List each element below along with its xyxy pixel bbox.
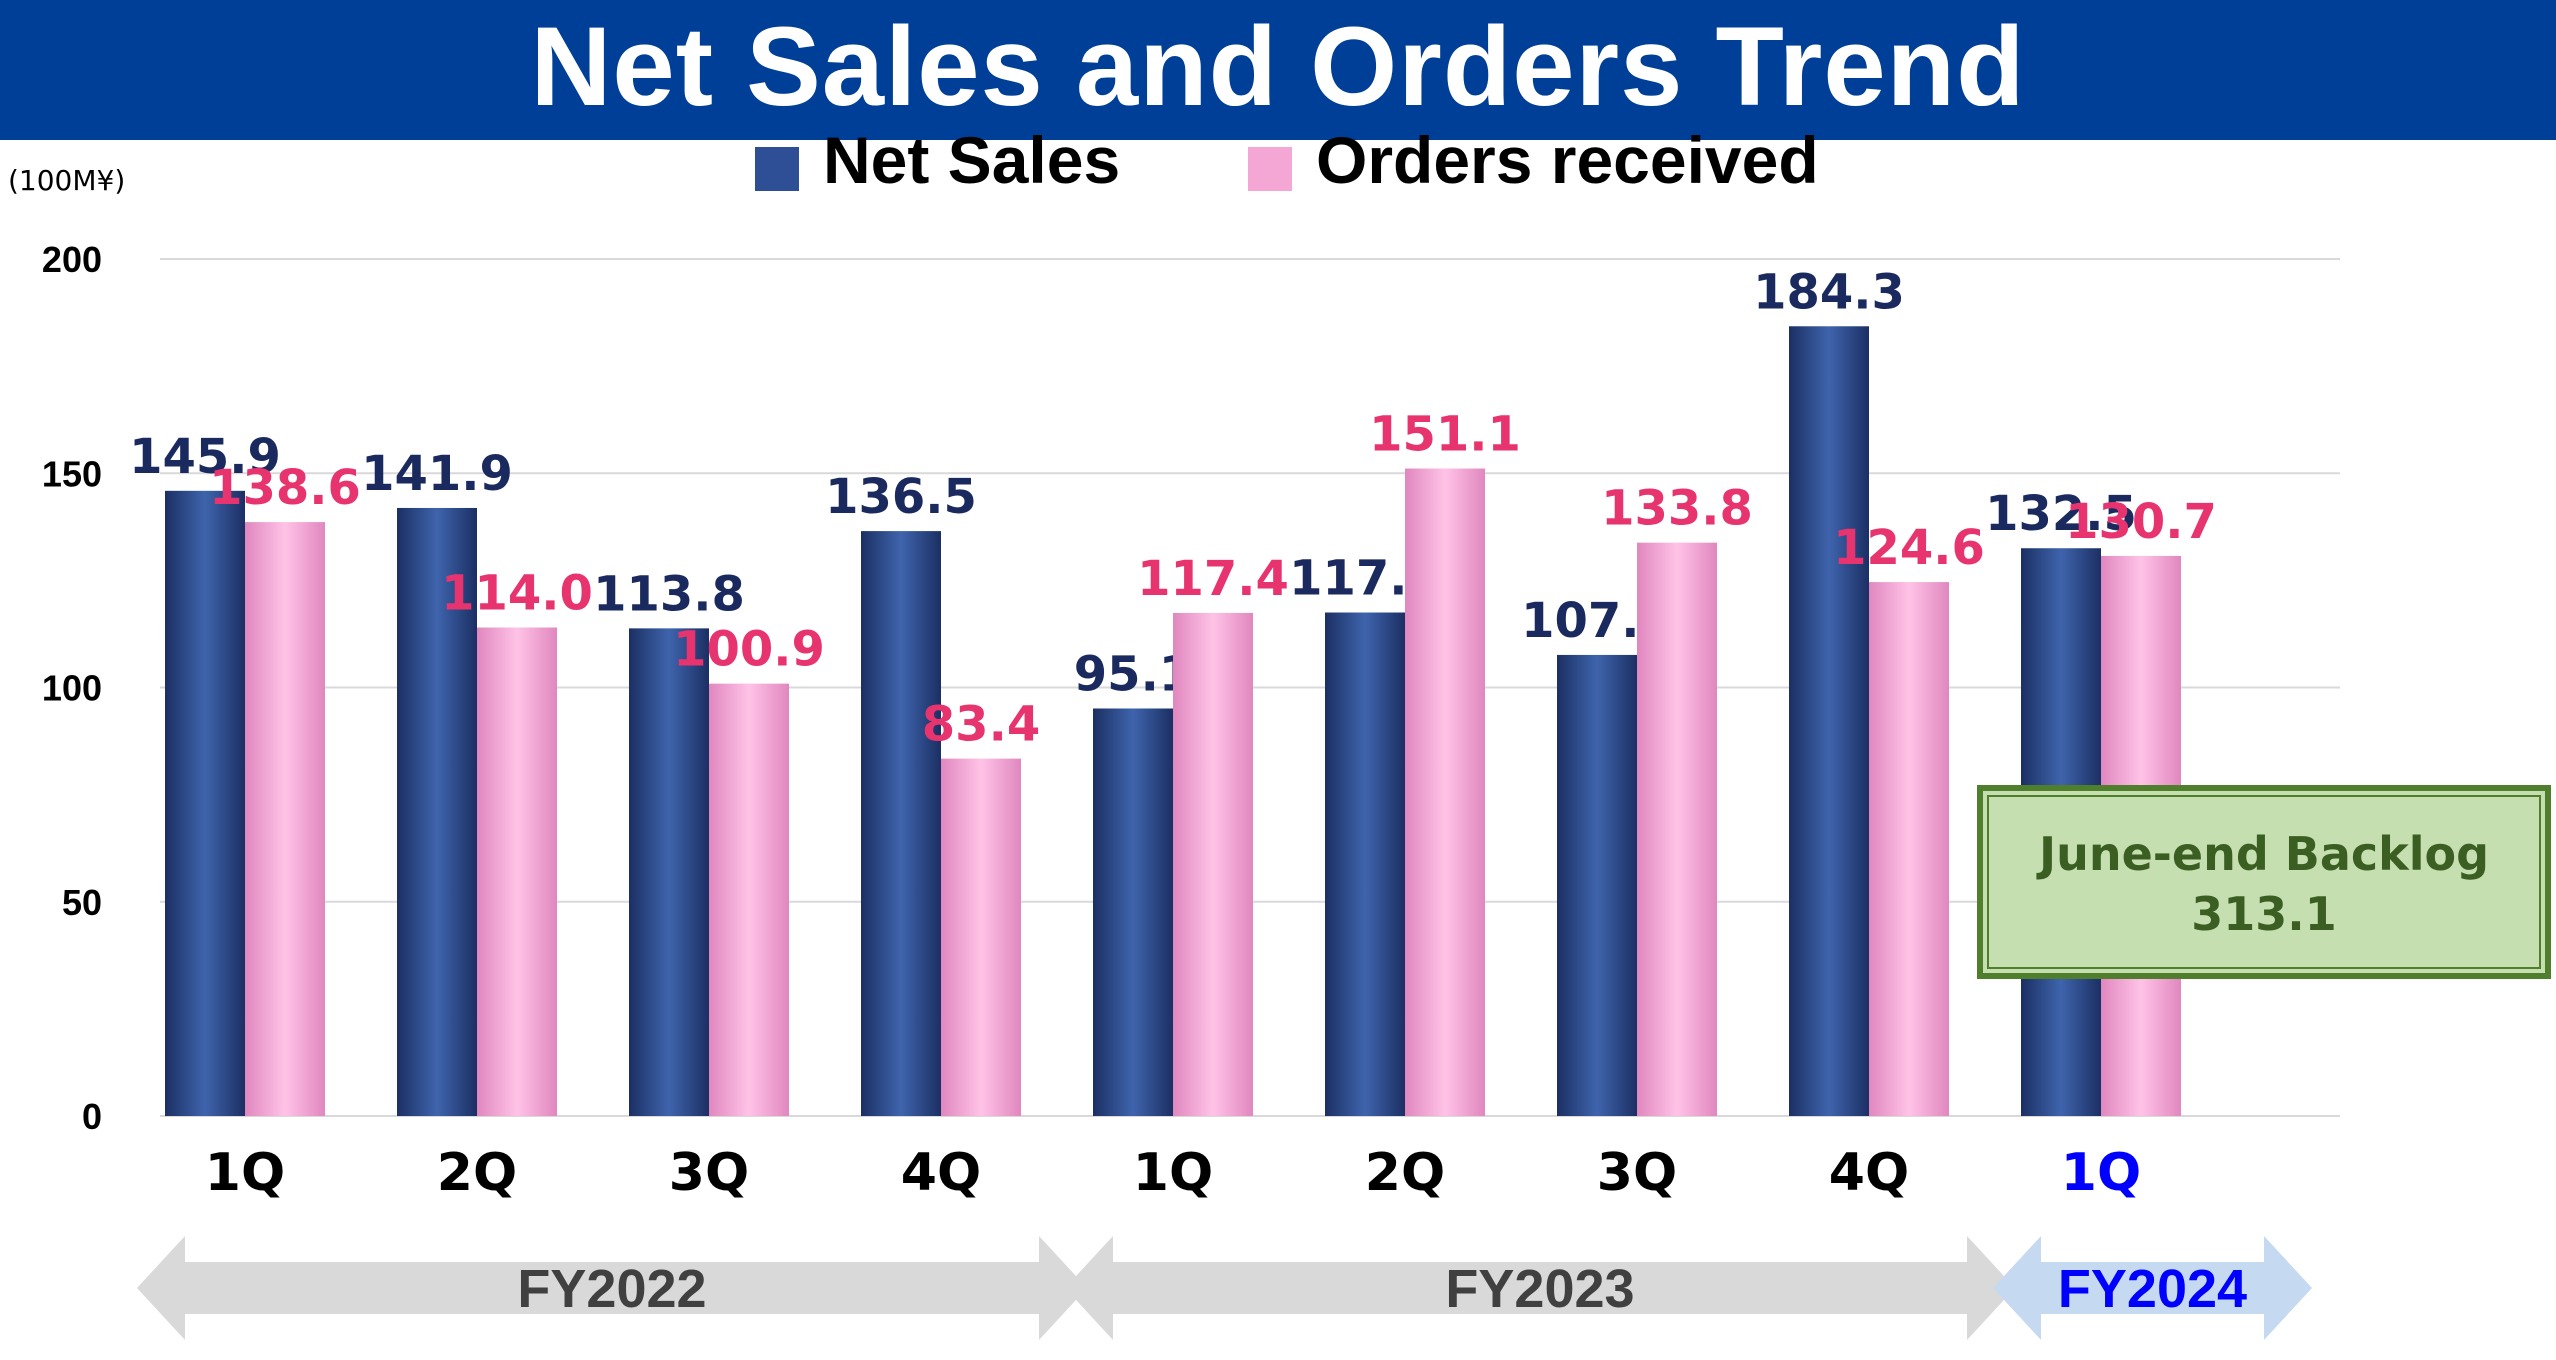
- bar-orders: [1869, 582, 1949, 1116]
- x-tick-label: 2Q: [437, 1143, 517, 1203]
- x-tick-label: 4Q: [901, 1143, 981, 1203]
- x-tick-label: 1Q: [205, 1143, 285, 1203]
- data-label: 151.1: [1369, 407, 1521, 463]
- x-tick-label: 4Q: [1829, 1143, 1909, 1203]
- backlog-box: [1977, 785, 2551, 979]
- bar-net-sales: [1093, 708, 1173, 1116]
- bar-orders: [245, 522, 325, 1116]
- unit-label: (100M¥): [8, 164, 125, 197]
- bar-net-sales: [1789, 326, 1869, 1116]
- fiscal-year-arrow: [1065, 1236, 2015, 1340]
- bar-orders: [709, 683, 789, 1116]
- data-label: 132.5: [1985, 486, 2137, 542]
- x-tick-label: 3Q: [1597, 1143, 1677, 1203]
- y-tick-label: 0: [82, 1096, 102, 1137]
- backlog-value: 313.1: [2191, 887, 2337, 941]
- fiscal-year-label: FY2022: [517, 1259, 706, 1319]
- bar-orders: [477, 627, 557, 1116]
- data-label: 95.1: [1074, 646, 1192, 702]
- legend-swatch-1: [1248, 147, 1292, 191]
- x-tick-label: 2Q: [1365, 1143, 1445, 1203]
- data-label: 133.8: [1601, 481, 1753, 537]
- bar-net-sales: [1325, 612, 1405, 1116]
- fiscal-year-label: FY2024: [2058, 1259, 2247, 1319]
- legend-label: Net Sales: [823, 123, 1120, 197]
- y-tick-label: 50: [62, 882, 102, 923]
- fiscal-year-arrow: [137, 1236, 1087, 1340]
- bar-net-sales: [861, 531, 941, 1116]
- fiscal-year-label: FY2023: [1445, 1259, 1634, 1319]
- bar-orders: [1405, 468, 1485, 1116]
- bar-net-sales: [629, 628, 709, 1116]
- data-label: 113.8: [593, 566, 745, 622]
- bar-orders: [1637, 542, 1717, 1116]
- data-label: 117.4: [1137, 551, 1289, 607]
- page-title: Net Sales and Orders Trend: [530, 4, 2026, 129]
- legend-swatch-0: [755, 147, 799, 191]
- fiscal-year-arrow: [1993, 1236, 2312, 1340]
- y-tick-label: 100: [42, 668, 102, 709]
- data-label: 124.6: [1833, 520, 1985, 576]
- data-label: 83.4: [922, 697, 1040, 753]
- y-tick-label: 150: [42, 453, 102, 494]
- data-label: 136.5: [825, 469, 977, 525]
- data-label: 141.9: [361, 446, 513, 502]
- x-tick-label: 3Q: [669, 1143, 749, 1203]
- bar-net-sales: [165, 490, 245, 1117]
- bar-net-sales: [397, 507, 477, 1116]
- x-tick-label: 1Q: [2061, 1143, 2141, 1203]
- data-label: 130.7: [2065, 494, 2217, 550]
- data-label: 138.6: [209, 460, 361, 516]
- legend-label: Orders received: [1316, 123, 1819, 197]
- bar-net-sales: [1557, 654, 1637, 1116]
- data-label: 114.0: [441, 566, 593, 622]
- title-bar: Net Sales and Orders Trend: [0, 0, 2556, 140]
- bar-orders: [1173, 612, 1253, 1116]
- bar-orders: [941, 758, 1021, 1116]
- x-tick-label: 1Q: [1133, 1143, 1213, 1203]
- data-label: 100.9: [673, 622, 825, 678]
- backlog-box-inner-border: [1987, 795, 2541, 969]
- backlog-title: June-end Backlog: [2036, 827, 2489, 881]
- data-label: 145.9: [129, 429, 281, 485]
- y-tick-label: 200: [42, 239, 102, 280]
- data-label: 184.3: [1753, 264, 1905, 320]
